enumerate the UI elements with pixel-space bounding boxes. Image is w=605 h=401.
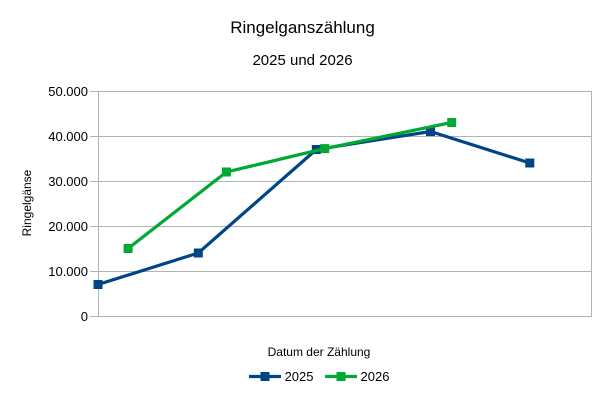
legend-label-2026: 2026 [360,369,390,384]
y-tick-label: 40.000 [48,128,88,144]
series-line-2025 [97,129,531,287]
data-point-2025 [426,127,435,136]
legend: 2025 2026 [46,369,592,384]
chart-subtitle: 2025 und 2026 [252,52,353,69]
legend-marker-2025 [248,372,281,381]
y-tick-label: 0 [80,308,88,324]
y-tick-label: 20.000 [48,218,88,234]
legend-label-2025: 2025 [284,369,314,384]
y-tick-label: 30.000 [48,173,88,189]
x-axis-title: Datum der Zählung [267,345,371,359]
legend-item-2026: 2026 [324,369,390,384]
data-point-2025 [93,280,103,289]
legend-item-2025: 2025 [248,369,314,384]
plot-canvas [90,91,592,317]
y-tick-label: 50.000 [48,83,88,99]
data-point-2025 [525,158,535,168]
chart-title: Ringelganszählung [230,18,375,37]
series-line-2026 [127,120,453,250]
data-point-2026 [221,167,231,177]
y-tick-label: 10.000 [48,263,88,279]
plot-border [98,91,592,317]
data-point-2026 [123,244,133,253]
data-point-2026 [447,118,457,127]
data-point-2025 [193,248,203,258]
legend-marker-2026 [324,372,357,381]
data-point-2026 [320,144,330,154]
